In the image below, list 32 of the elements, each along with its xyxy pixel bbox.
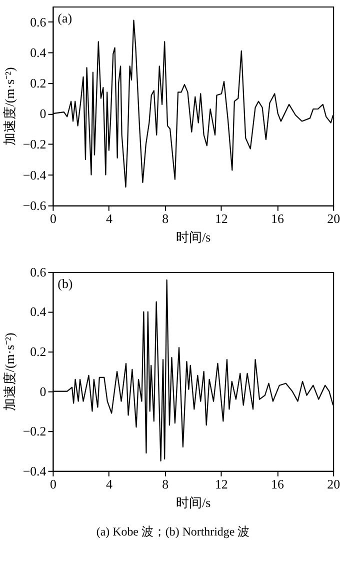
- y-tick-label: 0: [40, 384, 46, 399]
- x-tick-label: 4: [106, 476, 114, 492]
- y-tick-label: 0: [40, 106, 46, 122]
- y-tick-label: 0.2: [30, 344, 46, 360]
- y-axis-title: 加速度/(m·s⁻²): [2, 332, 17, 412]
- x-tick-label: 12: [214, 476, 228, 492]
- x-axis-title: 时间/s: [176, 230, 211, 245]
- y-axis-title: 加速度/(m·s⁻²): [2, 67, 17, 146]
- x-tick-label: 16: [271, 210, 285, 226]
- x-tick-label: 16: [271, 476, 285, 492]
- y-tick-label: −0.4: [22, 167, 47, 182]
- y-tick-label: −0.2: [22, 424, 46, 439]
- y-tick-label: −0.6: [22, 198, 47, 213]
- x-tick-label: 4: [106, 210, 114, 226]
- x-tick-label: 20: [327, 476, 340, 492]
- x-axis-title: 时间/s: [176, 495, 211, 510]
- y-tick-label: −0.2: [22, 136, 46, 152]
- y-tick-label: −0.4: [22, 463, 47, 478]
- text: (a) Kobe 波；(b) Northridge 波: [96, 524, 250, 538]
- y-tick-label: 0.6: [30, 264, 47, 280]
- y-tick-label: 0.2: [30, 75, 46, 90]
- x-tick-label: 8: [162, 210, 169, 226]
- x-tick-label: 12: [214, 210, 228, 226]
- x-tick-label: 0: [50, 476, 56, 492]
- y-tick-label: 0.4: [30, 44, 47, 60]
- annotation: (b): [58, 276, 73, 291]
- x-tick-label: 8: [162, 476, 169, 492]
- y-tick-label: 0.6: [30, 14, 47, 30]
- y-tick-label: 0.4: [30, 304, 47, 320]
- x-tick-label: 0: [50, 210, 56, 226]
- x-tick-label: 20: [327, 210, 340, 226]
- annotation: (a): [58, 10, 72, 26]
